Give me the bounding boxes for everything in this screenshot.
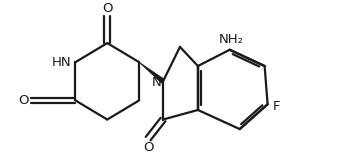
Text: HN: HN [52, 56, 71, 69]
Text: F: F [272, 100, 280, 113]
Text: O: O [18, 94, 29, 107]
Text: N: N [151, 76, 161, 89]
Polygon shape [139, 62, 165, 83]
Text: NH₂: NH₂ [219, 33, 244, 46]
Text: O: O [143, 141, 153, 154]
Text: O: O [102, 2, 113, 15]
